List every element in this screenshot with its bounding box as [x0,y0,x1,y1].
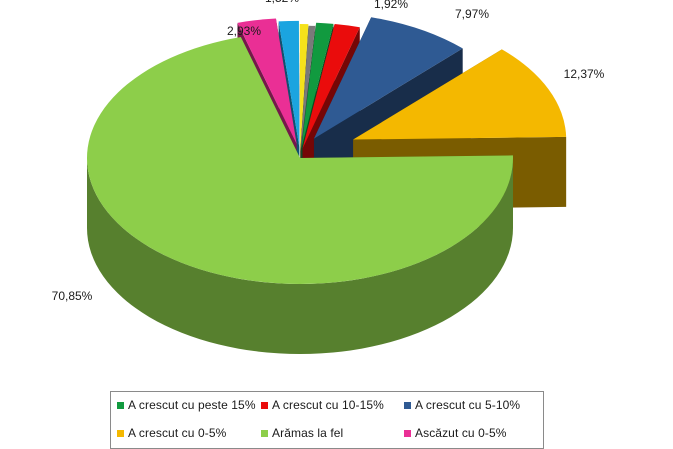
legend-swatch [404,401,411,409]
legend-item: A crescut cu peste 15% [117,398,256,412]
pie-slice [353,49,567,140]
legend-item: A crescut cu 10-15% [261,398,384,412]
pie-slice [237,18,297,144]
pie-slice [87,36,513,284]
legend-swatch [261,429,268,437]
data-label: 2,93% [227,24,261,38]
legend-item: A crescut cu 0-5% [117,426,226,440]
legend-swatch [117,429,124,437]
legend-label: A crescut cu 10-15% [272,398,384,412]
legend-label: Arămas la fel [272,426,344,440]
pie-slice [299,24,309,151]
pie-slice [302,24,360,149]
legend-item: Arămas la fel [261,426,343,440]
legend-label: A crescut cu 5-10% [415,398,521,412]
pie-slice [300,25,316,152]
pie-slice [313,17,463,139]
pie-slice [278,20,300,147]
legend-swatch [261,401,268,409]
data-label: 7,97% [455,7,489,21]
legend-label: A crescut cu peste 15% [128,398,256,412]
pie-slices [87,17,567,284]
data-label: 70,85% [52,289,93,303]
pie-slice-side [87,158,513,354]
pie-data-labels: 1,92% 7,97% 12,37% 70,85% 2,93% 1,52% [52,0,605,303]
data-label: 1,52% [265,0,299,5]
legend-swatch [404,429,411,437]
legend-label: Ascăzut cu 0-5% [415,426,507,440]
legend-item: A crescut cu 5-10% [404,398,520,412]
chart-legend: A crescut cu peste 15% A crescut cu 10-15… [110,391,544,449]
data-label: 12,37% [564,67,605,81]
pie-slice [301,22,334,149]
legend-label: A crescut cu 0-5% [128,426,227,440]
legend-item: Ascăzut cu 0-5% [404,426,507,440]
legend-swatch [117,401,124,409]
data-label: 1,92% [374,0,408,11]
